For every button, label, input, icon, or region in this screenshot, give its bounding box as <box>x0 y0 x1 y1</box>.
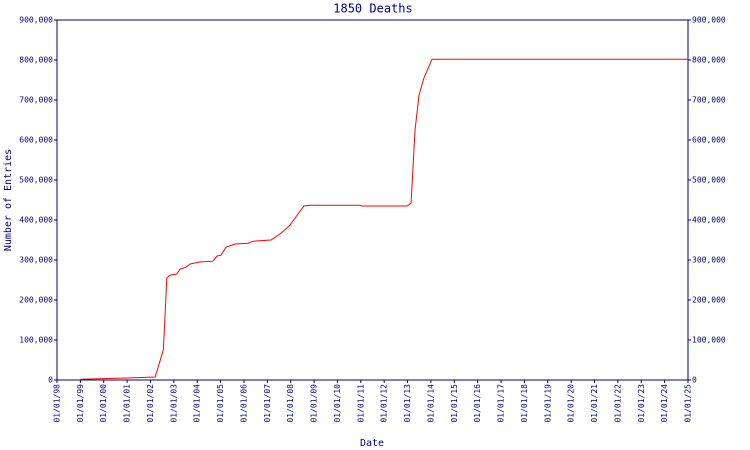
x-tick-label: 01/01/19 <box>543 384 552 423</box>
x-tick-label: 01/01/06 <box>239 384 248 423</box>
x-tick-label: 01/01/24 <box>660 384 669 423</box>
y-tick-label: 800,000 <box>19 56 53 65</box>
x-tick-label: 01/01/18 <box>520 384 529 423</box>
y2-tick-label: 400,000 <box>692 216 726 225</box>
x-tick-label: 01/01/23 <box>637 384 646 423</box>
x-tick-label: 01/01/01 <box>123 384 132 423</box>
y2-tick-label: 0 <box>692 376 697 385</box>
y-tick-label: 700,000 <box>19 96 53 105</box>
y2-tick-label: 900,000 <box>692 16 726 25</box>
y2-tick-label: 100,000 <box>692 336 726 345</box>
x-tick-label: 01/01/13 <box>403 384 412 423</box>
y2-tick-label: 600,000 <box>692 136 726 145</box>
x-tick-label: 01/01/22 <box>613 384 622 423</box>
x-tick-label: 01/01/12 <box>380 384 389 423</box>
x-tick-label: 01/01/14 <box>426 384 435 423</box>
y2-tick-label: 700,000 <box>692 96 726 105</box>
x-tick-label: 01/01/05 <box>216 384 225 423</box>
x-tick-label: 01/01/09 <box>310 384 319 423</box>
x-tick-label: 01/01/15 <box>450 384 459 423</box>
y-tick-label: 600,000 <box>19 136 53 145</box>
plot-frame <box>56 19 689 381</box>
y-axis-title: Number of Entries <box>3 149 14 251</box>
x-tick-label: 01/01/16 <box>473 384 482 423</box>
x-tick-label: 01/01/08 <box>286 384 295 423</box>
y2-tick-label: 500,000 <box>692 176 726 185</box>
x-tick-label: 01/01/11 <box>356 384 365 423</box>
x-tick-label: 01/01/25 <box>684 384 693 423</box>
y-tick-label: 100,000 <box>19 336 53 345</box>
y-tick-label: 200,000 <box>19 296 53 305</box>
y-tick-label: 900,000 <box>19 16 53 25</box>
x-tick-label: 01/01/98 <box>53 384 62 423</box>
x-tick-label: 01/01/21 <box>590 384 599 423</box>
x-tick-label: 01/01/99 <box>76 384 85 423</box>
y-tick-label: 0 <box>48 376 53 385</box>
x-tick-label: 01/01/07 <box>263 384 272 423</box>
x-tick-label: 01/01/03 <box>169 384 178 423</box>
x-tick-label: 01/01/10 <box>333 384 342 423</box>
x-axis-title: Date <box>360 438 384 449</box>
x-tick-label: 01/01/00 <box>99 384 108 423</box>
x-tick-label: 01/01/02 <box>146 384 155 423</box>
x-tick-label: 01/01/17 <box>497 384 506 423</box>
y-tick-label: 400,000 <box>19 216 53 225</box>
chart-title: 1850 Deaths <box>333 2 412 16</box>
y-tick-label: 500,000 <box>19 176 53 185</box>
y-tick-label: 300,000 <box>19 256 53 265</box>
data-line <box>80 58 688 380</box>
y2-tick-label: 200,000 <box>692 296 726 305</box>
x-tick-label: 01/01/20 <box>567 384 576 423</box>
y2-tick-label: 300,000 <box>692 256 726 265</box>
x-tick-label: 01/01/04 <box>193 384 202 423</box>
y2-tick-label: 800,000 <box>692 56 726 65</box>
